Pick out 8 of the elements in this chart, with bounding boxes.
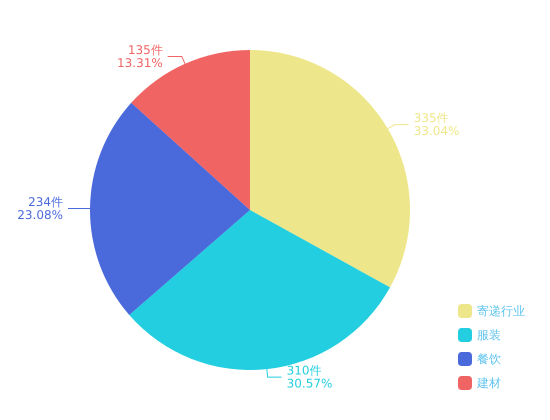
data-label: 335件 33.04% bbox=[414, 111, 460, 138]
data-label: 135件 13.31% bbox=[117, 42, 163, 70]
data-label: 310件 30.57% bbox=[286, 364, 332, 391]
legend-label: 餐饮 bbox=[477, 352, 501, 366]
legend-label: 服装 bbox=[477, 328, 501, 342]
legend-label: 建材 bbox=[476, 376, 501, 390]
data-label: 234件 23.08% bbox=[17, 194, 64, 222]
legend-label: 寄递行业 bbox=[477, 304, 525, 318]
